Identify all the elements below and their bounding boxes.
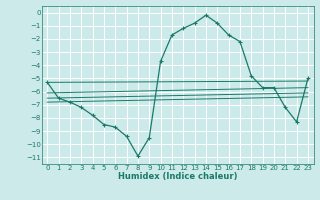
X-axis label: Humidex (Indice chaleur): Humidex (Indice chaleur) xyxy=(118,172,237,181)
